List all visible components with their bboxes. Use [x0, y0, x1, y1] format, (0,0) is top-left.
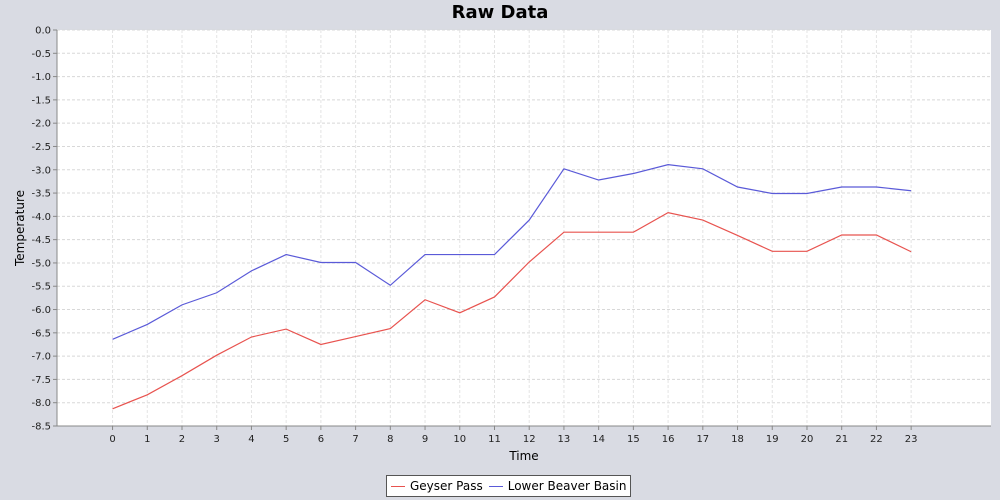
y-tick-label: -4.5	[31, 235, 51, 246]
y-tick-label: 0.0	[35, 26, 51, 37]
x-tick-label: 23	[905, 434, 918, 445]
x-tick-label: 17	[696, 434, 709, 445]
y-tick-label: -0.5	[31, 49, 51, 60]
y-tick-label: -6.5	[31, 328, 51, 339]
x-tick-label: 19	[766, 434, 779, 445]
x-axis-label: Time	[508, 449, 538, 463]
x-tick-label: 15	[627, 434, 640, 445]
y-tick-label: -4.0	[31, 212, 51, 223]
x-tick-label: 8	[387, 434, 393, 445]
legend-label: Lower Beaver Basin	[507, 479, 627, 493]
x-tick-label: 7	[352, 434, 358, 445]
x-tick-label: 16	[662, 434, 675, 445]
y-tick-label: -2.0	[31, 119, 51, 130]
x-tick-label: 13	[558, 434, 571, 445]
y-tick-label: -8.5	[31, 422, 51, 433]
y-tick-label: -1.0	[31, 72, 51, 83]
x-tick-label: 22	[870, 434, 883, 445]
legend-swatch	[488, 485, 503, 487]
plot-area	[57, 30, 991, 426]
x-tick-label: 20	[801, 434, 814, 445]
gridlines	[57, 29, 991, 427]
x-tick-label: 5	[283, 434, 289, 445]
series-line-1	[112, 211, 912, 410]
y-tick-label: -3.0	[31, 165, 51, 176]
x-tick-label: 3	[214, 434, 220, 445]
x-tick-label: 14	[592, 434, 605, 445]
y-tick-label: -2.5	[31, 142, 51, 153]
x-tick-label: 2	[179, 434, 185, 445]
x-tick-label: 9	[422, 434, 428, 445]
x-axis-ticks: 0 1 2 3 4 5 6 7 8 9 10 11 12 13 14 15 16 17 18 19 20 21 22 23	[109, 426, 918, 445]
y-tick-label: -7.0	[31, 352, 51, 363]
legend-item: Lower Beaver Basin	[488, 479, 627, 493]
series-line-2	[112, 164, 912, 340]
legend-label: Geyser Pass	[410, 479, 483, 493]
x-tick-label: 10	[453, 434, 466, 445]
y-tick-label: -8.0	[31, 398, 51, 409]
x-tick-label: 12	[523, 434, 536, 445]
x-tick-label: 1	[144, 434, 150, 445]
y-axis-ticks: 0.0 -0.5 -1.0 -1.5 -2.0 -2.5 -3.0 -3.5 -4.0 -4.5 -…	[31, 26, 57, 433]
legend-swatch	[391, 485, 405, 487]
y-tick-label: -7.5	[31, 375, 51, 386]
y-tick-label: -6.0	[31, 305, 51, 316]
y-tick-label: -3.5	[31, 189, 51, 200]
legend-item: Geyser Pass	[391, 479, 483, 493]
x-tick-label: 18	[731, 434, 744, 445]
x-tick-label: 6	[318, 434, 324, 445]
x-tick-label: 11	[488, 434, 501, 445]
y-tick-label: -1.5	[31, 95, 51, 106]
series-lines	[112, 164, 912, 410]
x-tick-label: 0	[109, 434, 115, 445]
chart-title: Raw Data	[451, 2, 549, 23]
legend: Geyser Pass Lower Beaver Basin	[386, 475, 632, 497]
x-tick-label: 4	[248, 434, 254, 445]
y-tick-label: -5.0	[31, 258, 51, 269]
y-axis-label: Temperature	[13, 190, 27, 267]
x-tick-label: 21	[835, 434, 848, 445]
y-tick-label: -5.5	[31, 282, 51, 293]
